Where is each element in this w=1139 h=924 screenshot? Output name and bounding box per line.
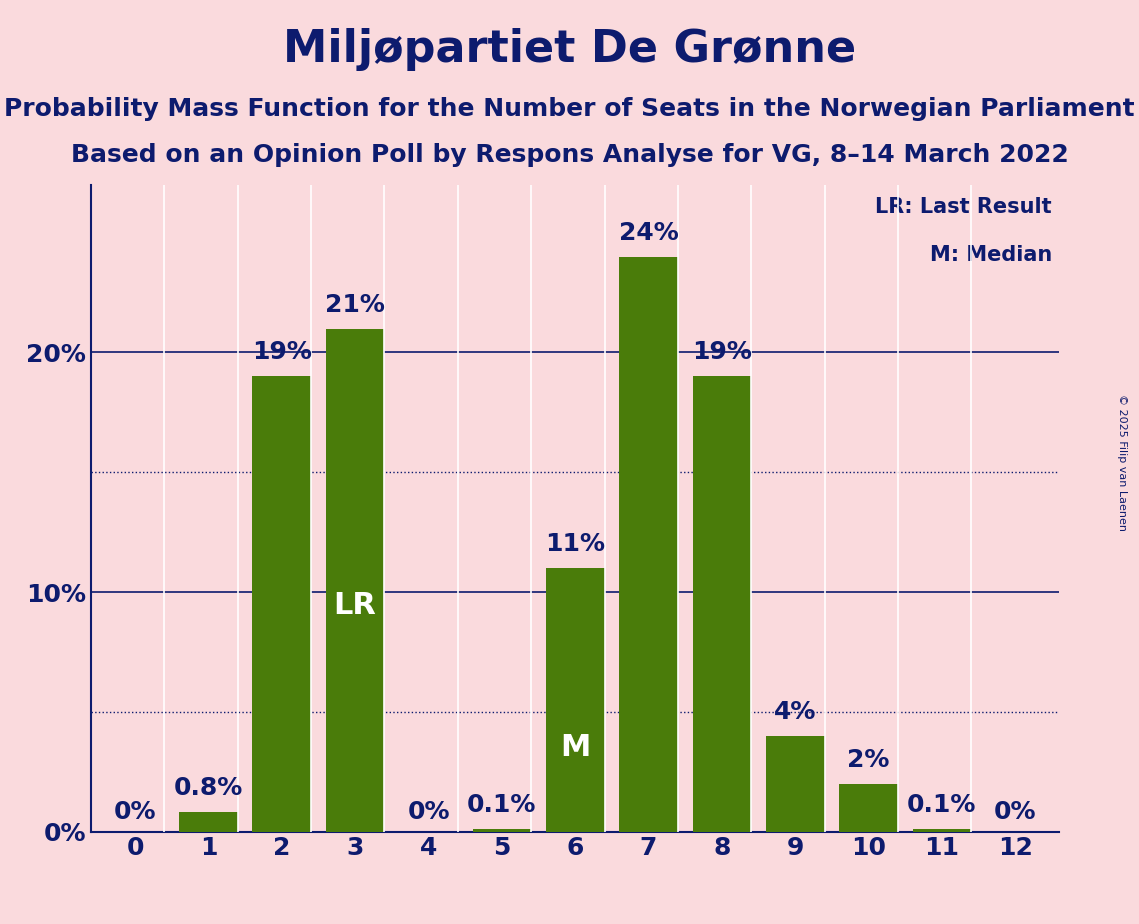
Bar [839, 784, 898, 832]
Text: Miljøpartiet De Grønne: Miljøpartiet De Grønne [282, 28, 857, 71]
Text: LR: LR [334, 590, 377, 620]
Text: 0%: 0% [114, 800, 156, 824]
Bar [620, 257, 678, 832]
Text: 0%: 0% [994, 800, 1036, 824]
Text: 4%: 4% [775, 699, 817, 723]
Text: 0.1%: 0.1% [908, 793, 976, 817]
Text: 24%: 24% [618, 221, 679, 245]
Bar [179, 812, 238, 832]
Bar [693, 376, 752, 832]
Bar [326, 329, 385, 832]
Text: 11%: 11% [546, 532, 605, 556]
Text: 0%: 0% [408, 800, 450, 824]
Bar [546, 568, 605, 832]
Text: © 2025 Filip van Laenen: © 2025 Filip van Laenen [1117, 394, 1126, 530]
Text: 0.8%: 0.8% [174, 776, 243, 800]
Bar [473, 829, 531, 832]
Text: Probability Mass Function for the Number of Seats in the Norwegian Parliament: Probability Mass Function for the Number… [5, 97, 1134, 121]
Text: Based on an Opinion Poll by Respons Analyse for VG, 8–14 March 2022: Based on an Opinion Poll by Respons Anal… [71, 143, 1068, 167]
Text: LR: Last Result: LR: Last Result [875, 197, 1052, 217]
Text: 0.1%: 0.1% [467, 793, 536, 817]
Bar [912, 829, 972, 832]
Bar [253, 376, 311, 832]
Text: 19%: 19% [252, 340, 312, 364]
Text: 2%: 2% [847, 748, 890, 772]
Text: M: Median: M: Median [929, 245, 1052, 264]
Text: 21%: 21% [326, 293, 385, 317]
Text: 19%: 19% [693, 340, 752, 364]
Text: M: M [560, 733, 590, 761]
Bar [765, 736, 825, 832]
